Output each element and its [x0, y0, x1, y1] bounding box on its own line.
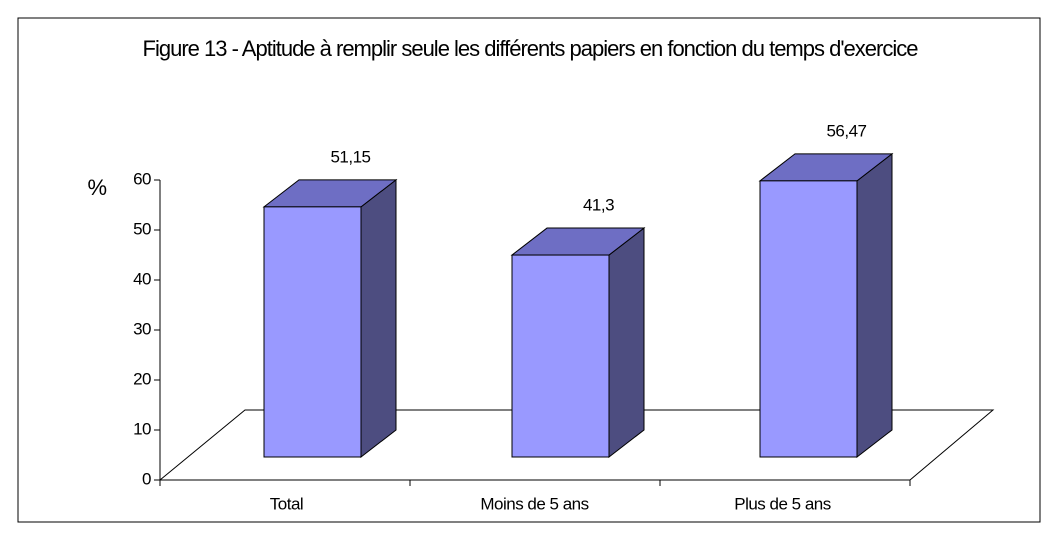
value-label: 56,47: [826, 121, 866, 140]
x-tick-label: Plus de 5 ans: [734, 494, 831, 513]
bar: [511, 254, 610, 458]
y-tick-label: 0: [142, 469, 151, 488]
y-tick-label: 10: [133, 419, 151, 438]
bar-side: [608, 227, 645, 459]
bar: [759, 180, 858, 458]
x-tick-label: Total: [270, 494, 303, 513]
bar-side: [360, 178, 397, 459]
y-tick-label: 30: [133, 319, 151, 338]
value-label: 51,15: [330, 147, 370, 166]
y-axis-label: %: [87, 175, 106, 200]
y-tick-label: 60: [133, 169, 151, 188]
y-tick-label: 40: [133, 269, 151, 288]
y-tick-label: 50: [133, 219, 151, 238]
value-label: 41,3: [583, 196, 614, 215]
y-tick-label: 20: [133, 369, 151, 388]
bar: [263, 206, 362, 458]
bar-side: [856, 152, 893, 459]
x-tick-label: Moins de 5 ans: [480, 494, 588, 513]
chart-title: Figure 13 - Aptitude à remplir seule les…: [142, 36, 919, 61]
